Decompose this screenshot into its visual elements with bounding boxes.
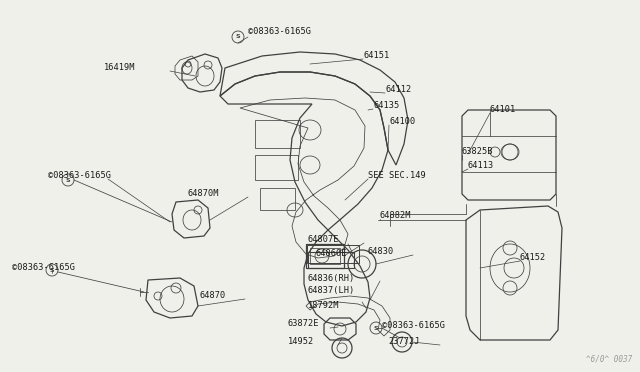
Text: S: S	[66, 177, 70, 183]
Text: ©08363-6165G: ©08363-6165G	[12, 263, 75, 273]
Text: 16419M: 16419M	[104, 64, 136, 73]
Text: 63872E: 63872E	[288, 320, 319, 328]
Text: 64830: 64830	[368, 247, 394, 257]
Text: 63825B: 63825B	[462, 148, 493, 157]
Text: 64151: 64151	[363, 51, 389, 61]
Text: 18792M: 18792M	[308, 301, 339, 310]
Text: 64807E: 64807E	[308, 235, 339, 244]
Text: 64112: 64112	[385, 86, 412, 94]
Text: ©08363-6165G: ©08363-6165G	[382, 321, 445, 330]
Text: 64135: 64135	[373, 102, 399, 110]
Text: S: S	[374, 326, 378, 330]
Text: S: S	[236, 35, 240, 39]
Text: 64100: 64100	[389, 118, 415, 126]
Text: 14952: 14952	[288, 337, 314, 346]
Text: SEE SEC.149: SEE SEC.149	[368, 171, 426, 180]
Text: ©08363-6165G: ©08363-6165G	[48, 171, 111, 180]
Text: 64870M: 64870M	[188, 189, 220, 199]
Text: 23772J: 23772J	[388, 337, 419, 346]
Text: 64837(LH): 64837(LH)	[308, 286, 355, 295]
Text: 64860E: 64860E	[316, 250, 348, 259]
Text: ©08363-6165G: ©08363-6165G	[248, 28, 311, 36]
Text: 64101: 64101	[490, 106, 516, 115]
Text: 64113: 64113	[468, 161, 494, 170]
Text: 64882M: 64882M	[380, 212, 412, 221]
Text: 64152: 64152	[520, 253, 547, 263]
Text: ^6/0^ 0037: ^6/0^ 0037	[586, 355, 632, 364]
Text: 64836(RH): 64836(RH)	[308, 273, 355, 282]
Text: 64870: 64870	[200, 292, 227, 301]
Text: S: S	[50, 267, 54, 273]
